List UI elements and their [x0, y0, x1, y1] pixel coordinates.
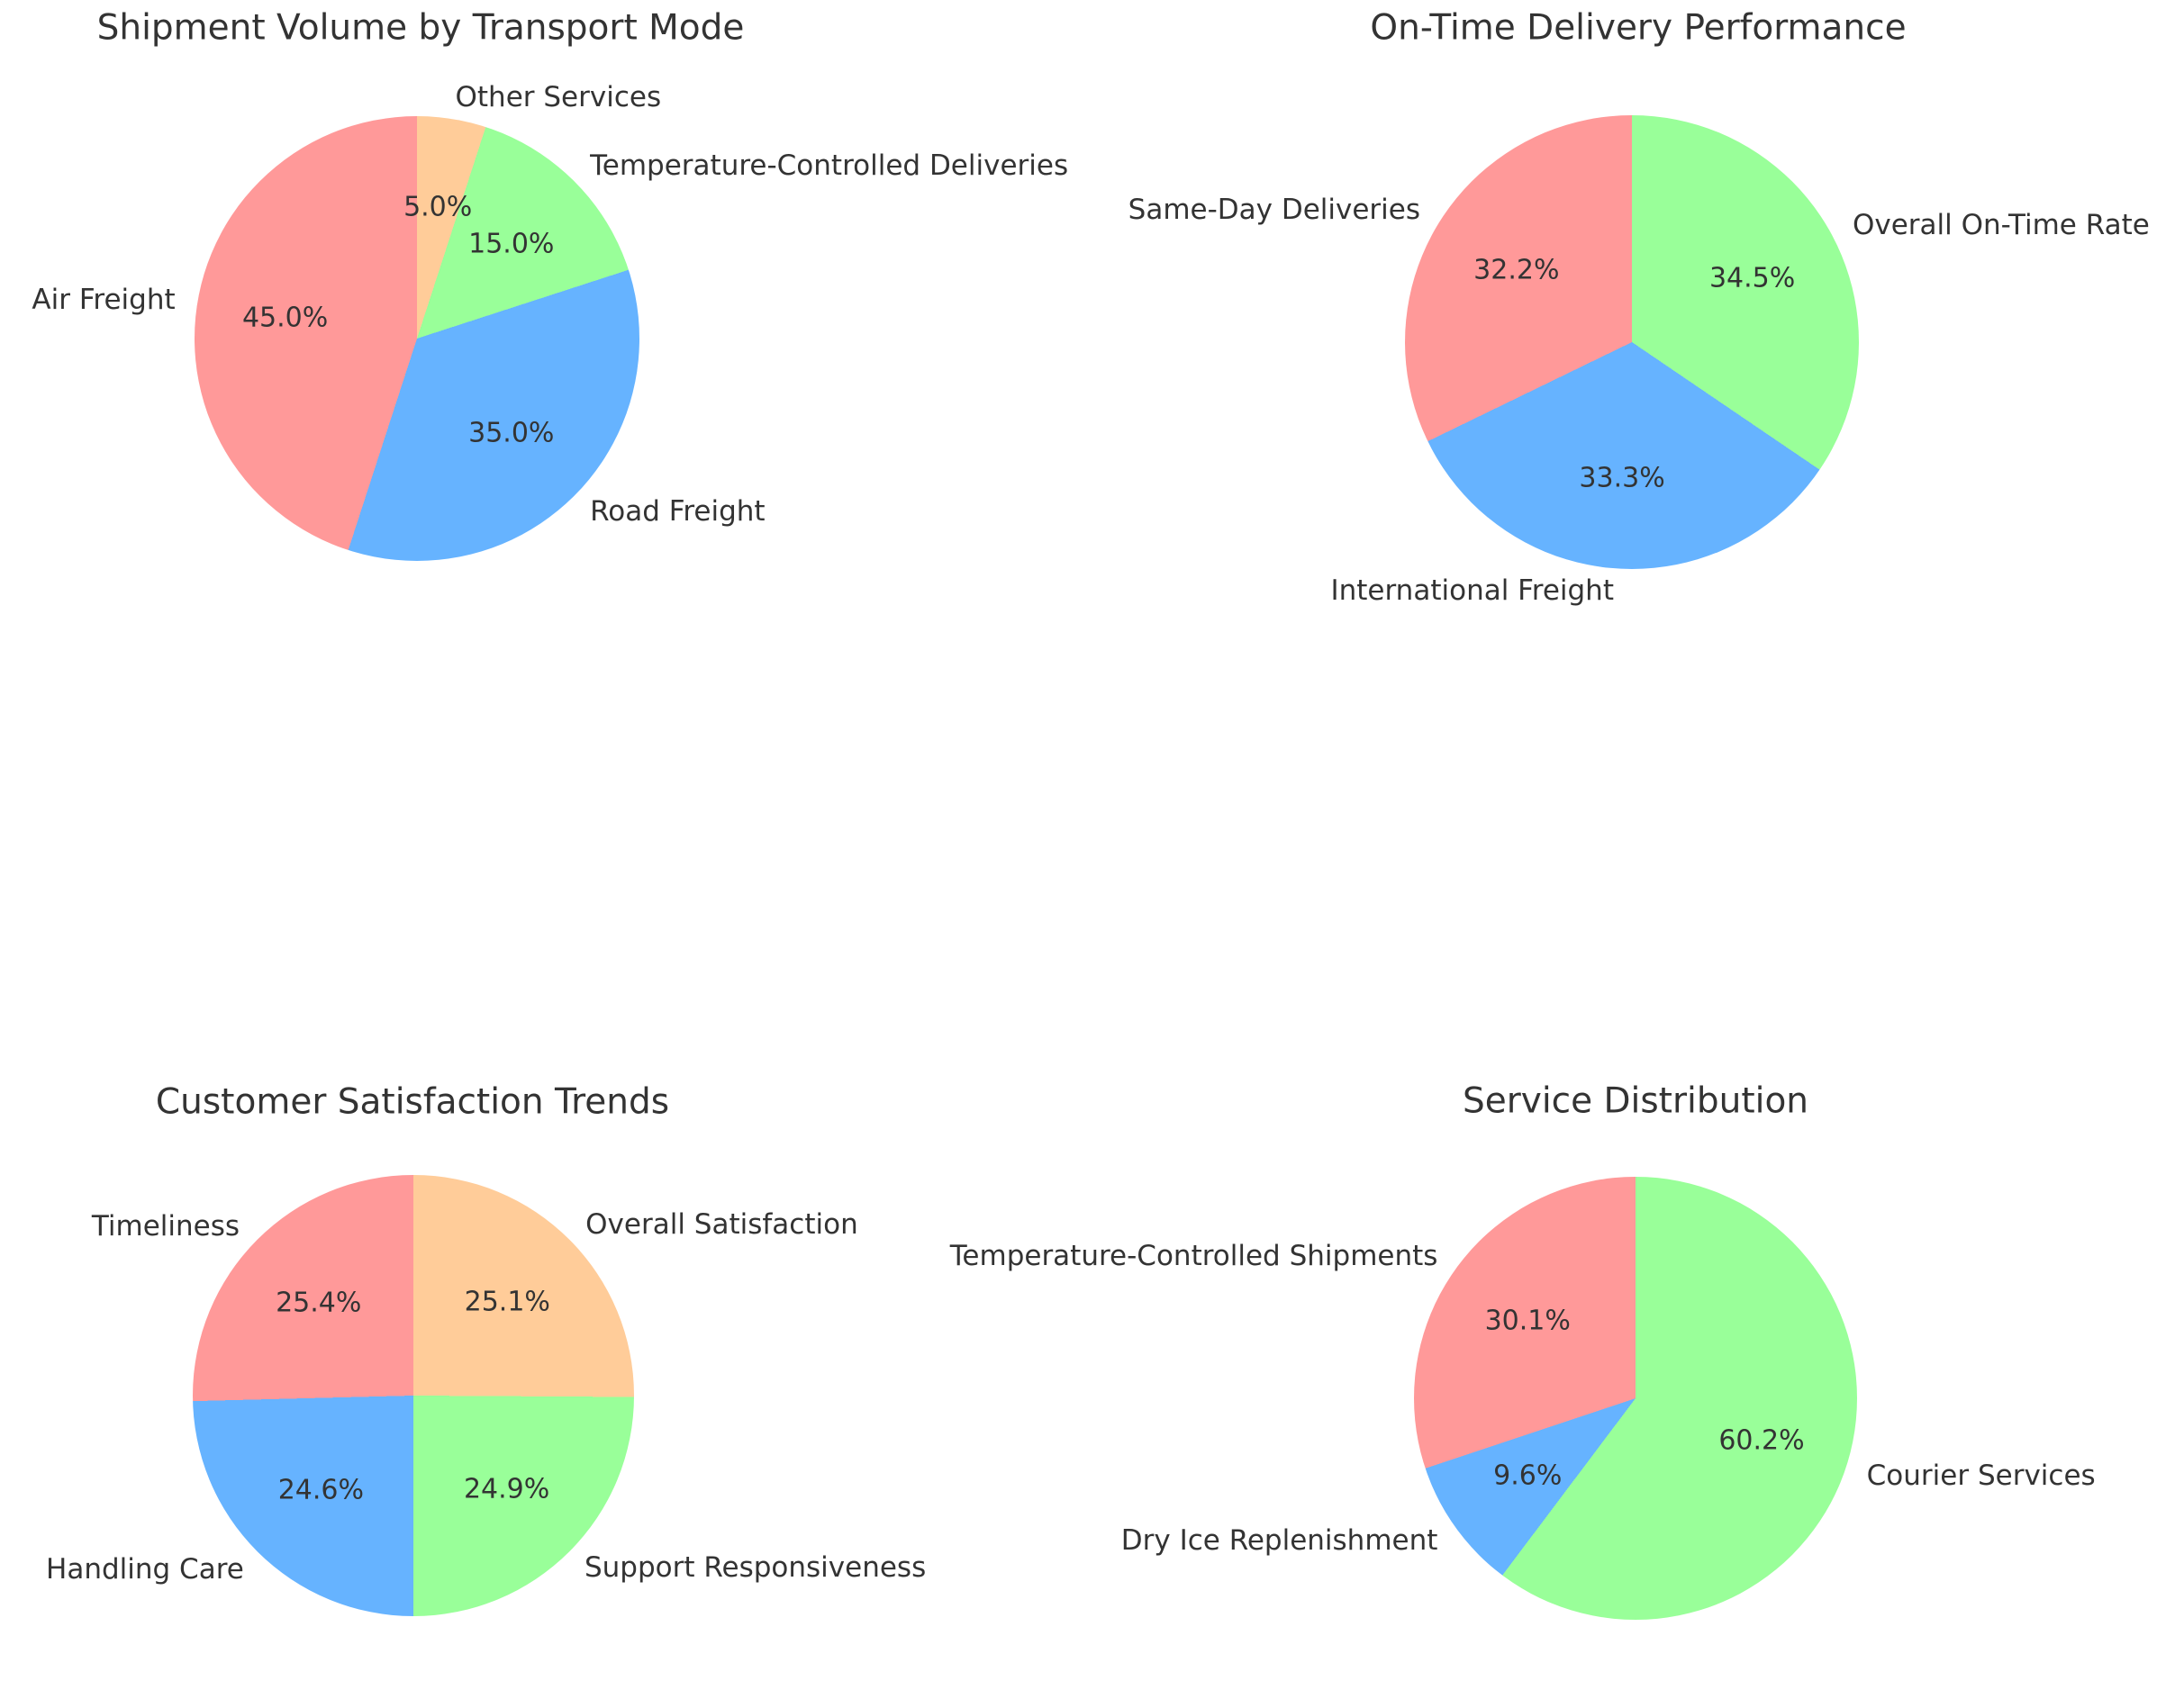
- slice-label: Timeliness: [91, 1209, 240, 1243]
- slice-label: Overall On-Time Rate: [1852, 209, 2150, 242]
- slice-label: Temperature-Controlled Shipments: [949, 1239, 1438, 1272]
- chart-title: Service Distribution: [1462, 1080, 1809, 1122]
- slice-label: Air Freight: [32, 284, 176, 317]
- slice-percent: 32.2%: [1473, 254, 1560, 286]
- slice-percent: 25.4%: [276, 1287, 362, 1319]
- slice-percent: 33.3%: [1579, 462, 1665, 494]
- slice-label: Other Services: [455, 80, 662, 113]
- slice-label: Overall Satisfaction: [585, 1207, 858, 1241]
- pie-customer-satisfaction-trends: [193, 1175, 634, 1616]
- slice-percent: 9.6%: [1493, 1460, 1563, 1492]
- slice-label: Same-Day Deliveries: [1128, 193, 1421, 226]
- slice-label: Road Freight: [590, 495, 766, 529]
- slice-label: Support Responsiveness: [584, 1551, 927, 1585]
- slice-label: International Freight: [1330, 574, 1614, 608]
- slice-label: Temperature-Controlled Deliveries: [590, 149, 1069, 182]
- slice-percent: 5.0%: [403, 191, 473, 223]
- pie-service-distribution: [1414, 1177, 1857, 1620]
- slice-percent: 15.0%: [468, 228, 555, 260]
- slice-percent: 24.6%: [277, 1474, 365, 1506]
- slice-percent: 30.1%: [1484, 1305, 1571, 1337]
- slice-percent: 60.2%: [1718, 1424, 1805, 1457]
- slice-label: Handling Care: [46, 1552, 244, 1586]
- slice-label: Courier Services: [1866, 1459, 2096, 1492]
- slice-percent: 34.5%: [1708, 262, 1796, 294]
- pie-on-time-delivery-performance: [1405, 115, 1859, 569]
- slice-percent: 25.1%: [464, 1286, 550, 1318]
- slice-percent: 35.0%: [468, 417, 555, 449]
- slice-percent: 45.0%: [241, 302, 329, 334]
- chart-title: On-Time Delivery Performance: [1370, 7, 1907, 49]
- chart-title: Customer Satisfaction Trends: [155, 1081, 670, 1123]
- pie-shipment-volume-by-transport-mode: [195, 116, 639, 561]
- slice-percent: 24.9%: [463, 1473, 550, 1505]
- slice-label: Dry Ice Replenishment: [1120, 1524, 1438, 1558]
- chart-title: Shipment Volume by Transport Mode: [96, 7, 745, 49]
